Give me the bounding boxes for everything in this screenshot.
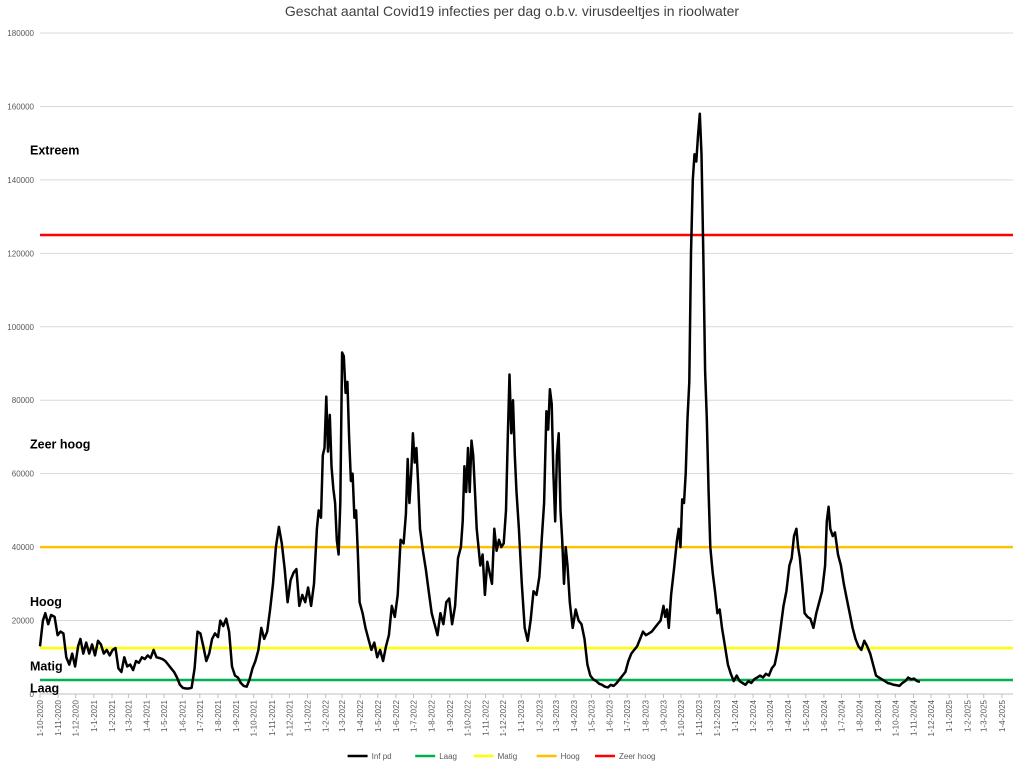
legend-entry: Inf pd bbox=[372, 752, 392, 761]
x-tick-label: 1-1-2025 bbox=[945, 699, 954, 732]
y-tick-label: 160000 bbox=[7, 102, 34, 111]
y-tick-label: 40000 bbox=[12, 543, 35, 552]
zone-label: Hoog bbox=[30, 595, 62, 609]
x-tick-label: 1-1-2024 bbox=[731, 699, 740, 732]
legend-entry: Zeer hoog bbox=[619, 752, 655, 761]
y-tick-label: 60000 bbox=[12, 470, 35, 479]
x-tick-label: 1-12-2021 bbox=[285, 699, 294, 736]
x-tick-label: 1-7-2024 bbox=[837, 699, 846, 732]
x-tick-label: 1-11-2020 bbox=[54, 699, 63, 735]
x-tick-label: 1-8-2023 bbox=[641, 699, 650, 732]
x-tick-label: 1-9-2023 bbox=[659, 699, 668, 732]
zone-labels: Extreem Zeer hoog Hoog Matig Laag bbox=[30, 144, 90, 696]
x-tick-label: 1-5-2023 bbox=[587, 699, 596, 732]
x-tick-label: 1-11-2024 bbox=[909, 699, 918, 735]
x-tick-label: 1-1-2023 bbox=[517, 699, 526, 732]
x-tick-label: 1-7-2022 bbox=[410, 699, 419, 732]
x-tick-label: 1-7-2023 bbox=[623, 699, 632, 732]
y-tick-label: 100000 bbox=[7, 323, 34, 332]
x-tick-label: 1-11-2023 bbox=[695, 699, 704, 735]
zone-label: Matig bbox=[30, 659, 63, 673]
x-tick-label: 1-10-2022 bbox=[463, 699, 472, 736]
gridlines bbox=[40, 32, 1013, 695]
x-tick-label: 1-4-2021 bbox=[143, 699, 152, 732]
y-axis: 0 20000 40000 60000 80000 100000 120000 140000 1… bbox=[7, 29, 34, 699]
x-tick-label: 1-5-2022 bbox=[374, 699, 383, 732]
x-tick-label: 1-6-2021 bbox=[178, 699, 187, 732]
x-tick-label: 1-8-2021 bbox=[214, 699, 223, 732]
legend-entry: Laag bbox=[439, 752, 457, 761]
x-axis: 1-10-2020 1-11-2020 1-12-2020 1-1-2021 1-2-2… bbox=[36, 693, 1013, 736]
zone-label: Extreem bbox=[30, 144, 79, 158]
x-tick-label: 1-4-2022 bbox=[356, 699, 365, 732]
x-tick-label: 1-9-2022 bbox=[446, 699, 455, 732]
x-tick-label: 1-10-2021 bbox=[250, 699, 259, 736]
x-tick-label: 1-9-2024 bbox=[874, 699, 883, 732]
legend: Inf pd Laag Matig Hoog Zeer hoog bbox=[347, 752, 655, 761]
x-tick-label: 1-4-2023 bbox=[570, 699, 579, 732]
x-tick-label: 1-8-2022 bbox=[428, 699, 437, 732]
y-tick-label: 180000 bbox=[7, 29, 34, 38]
y-tick-label: 0 bbox=[30, 690, 35, 699]
x-tick-label: 1-3-2022 bbox=[338, 699, 347, 732]
x-tick-label: 1-2-2024 bbox=[749, 699, 758, 732]
x-tick-label: 1-2-2022 bbox=[322, 699, 331, 732]
x-tick-label: 1-12-2024 bbox=[927, 699, 936, 736]
legend-entry: Hoog bbox=[561, 752, 580, 761]
series-line-inf-pd bbox=[38, 112, 921, 690]
x-tick-label: 1-9-2021 bbox=[232, 699, 241, 732]
x-tick-label: 1-4-2024 bbox=[784, 699, 793, 732]
x-tick-label: 1-12-2022 bbox=[499, 699, 508, 736]
x-tick-label: 1-1-2021 bbox=[90, 699, 99, 732]
chart-title: Geschat aantal Covid19 infecties per dag… bbox=[285, 3, 740, 19]
x-tick-label: 1-7-2021 bbox=[196, 699, 205, 732]
threshold-lines bbox=[40, 233, 1013, 682]
x-tick-label: 1-6-2022 bbox=[392, 699, 401, 732]
legend-entry: Matig bbox=[498, 752, 518, 761]
x-tick-label: 1-6-2023 bbox=[606, 699, 615, 732]
zone-label: Laag bbox=[30, 681, 59, 695]
x-tick-label: 1-3-2025 bbox=[980, 699, 989, 732]
x-tick-label: 1-3-2023 bbox=[552, 699, 561, 732]
x-tick-label: 1-5-2024 bbox=[802, 699, 811, 732]
x-tick-label: 1-10-2024 bbox=[891, 699, 900, 736]
x-tick-label: 1-12-2020 bbox=[72, 699, 81, 736]
x-tick-label: 1-10-2023 bbox=[677, 699, 686, 736]
x-tick-label: 1-10-2020 bbox=[36, 699, 45, 736]
x-tick-label: 1-11-2021 bbox=[268, 699, 277, 735]
x-tick-label: 1-12-2023 bbox=[713, 699, 722, 736]
x-tick-label: 1-4-2025 bbox=[998, 699, 1007, 732]
x-tick-label: 1-8-2024 bbox=[856, 699, 865, 732]
zone-label: Zeer hoog bbox=[30, 437, 90, 451]
y-tick-label: 80000 bbox=[12, 396, 35, 405]
x-tick-label: 1-5-2021 bbox=[160, 699, 169, 732]
x-tick-label: 1-11-2022 bbox=[482, 699, 491, 735]
series-layer bbox=[38, 112, 921, 690]
x-tick-label: 1-6-2024 bbox=[820, 699, 829, 732]
x-tick-label: 1-2-2021 bbox=[108, 699, 117, 732]
x-tick-label: 1-3-2021 bbox=[124, 699, 133, 732]
x-tick-label: 1-2-2023 bbox=[535, 699, 544, 732]
y-tick-label: 20000 bbox=[12, 617, 35, 626]
x-tick-label: 1-1-2022 bbox=[304, 699, 313, 732]
y-tick-label: 140000 bbox=[7, 176, 34, 185]
y-tick-label: 120000 bbox=[7, 249, 34, 258]
x-tick-label: 1-2-2025 bbox=[963, 699, 972, 732]
x-tick-label: 1-3-2024 bbox=[766, 699, 775, 732]
